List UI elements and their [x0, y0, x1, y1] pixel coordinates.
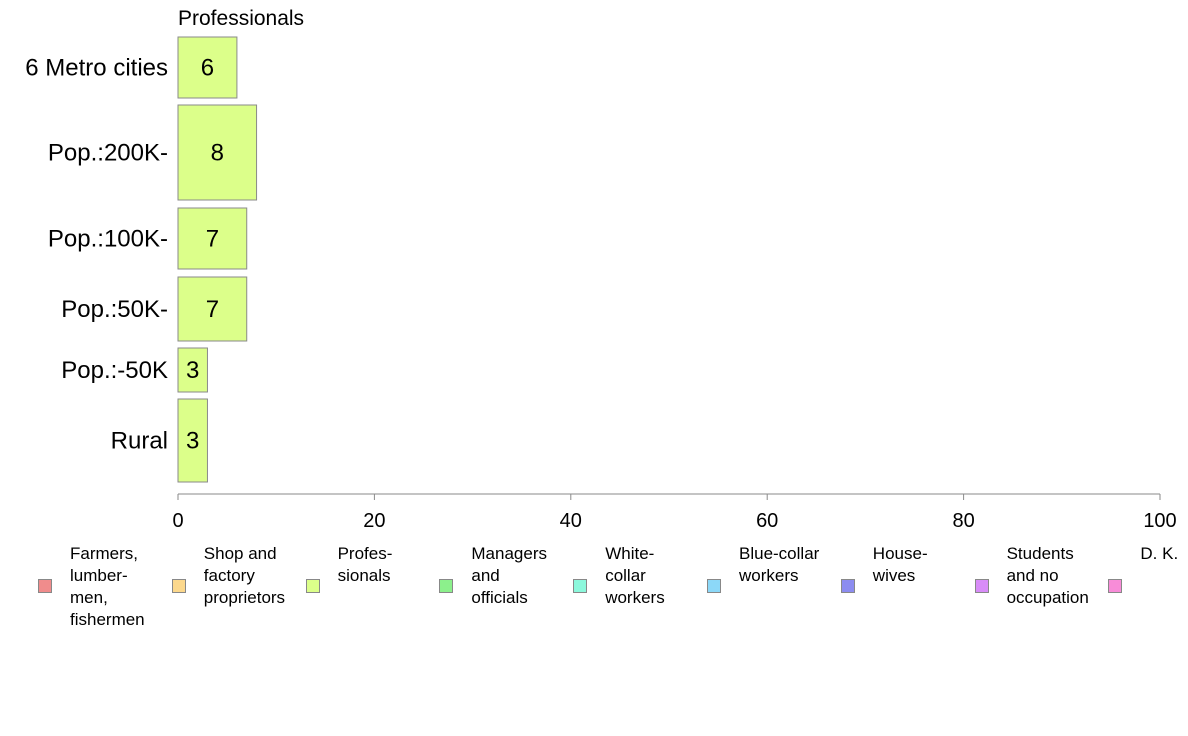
legend-item: Blue-collar workers	[707, 543, 819, 593]
x-tick-label: 20	[363, 510, 385, 532]
bar-value-label: 7	[206, 296, 219, 323]
category-label: Pop.:-50K	[61, 357, 168, 384]
legend-label: D. K.	[1140, 544, 1179, 563]
legend-item: Shop and factory proprietors	[171, 543, 286, 609]
legend-item: Farmers, lumber- men, fishermen	[38, 543, 145, 631]
legend-swatch	[707, 579, 721, 593]
legend-item: D. K.	[1108, 543, 1178, 593]
legend-item: House- wives	[840, 543, 928, 593]
bar	[177, 207, 248, 270]
bar-chart: Professionals 6 6 Metro cities 8 Pop.:200K-…	[25, 7, 1177, 532]
legend-swatch	[573, 579, 588, 593]
legend-label: Blue-collar workers	[739, 544, 820, 585]
bar	[177, 104, 258, 201]
legend-swatch	[974, 579, 989, 593]
legend-swatch	[305, 579, 320, 593]
bar-value-label: 8	[211, 140, 224, 167]
legend-swatch	[439, 579, 454, 593]
bar-value-label: 3	[186, 357, 199, 384]
bars-layer: 6 6 Metro cities 8 Pop.:200K- 7 Pop.:100K- 7 Po…	[25, 36, 258, 483]
bar	[177, 36, 238, 99]
chart-title: Professionals	[178, 7, 304, 30]
bar	[177, 276, 248, 342]
legend-label: Profes- sionals	[337, 544, 393, 585]
x-tick-label: 100	[1143, 510, 1176, 532]
legend-label: White- collar workers	[605, 544, 665, 607]
bar-value-label: 6	[201, 55, 214, 82]
bar-value-label: 7	[206, 226, 219, 253]
bar	[177, 398, 208, 483]
x-tick-label: 40	[560, 510, 582, 532]
x-tick-label: 60	[756, 510, 778, 532]
bar-value-label: 3	[186, 428, 199, 455]
legend-label: House- wives	[872, 544, 928, 585]
category-label: Pop.:50K-	[61, 296, 168, 323]
legend-item: Students and no occupation	[974, 543, 1089, 609]
legend-item: White- collar workers	[573, 543, 665, 609]
x-tick-label: 0	[172, 510, 183, 532]
legend-swatch	[840, 579, 855, 593]
bar	[177, 347, 208, 393]
legend: Farmers, lumber- men, fishermen Shop and …	[38, 543, 1188, 643]
category-label: Pop.:200K-	[48, 140, 168, 167]
x-tick-label: 80	[952, 510, 974, 532]
legend-swatch	[1108, 579, 1123, 593]
legend-item: Managers and officials	[439, 543, 547, 609]
legend-label: Managers and officials	[471, 544, 547, 607]
legend-swatch	[171, 579, 186, 593]
category-label: Pop.:100K-	[48, 226, 168, 253]
category-label: Rural	[111, 428, 168, 455]
legend-swatch	[38, 579, 52, 593]
legend-item: Profes- sionals	[305, 543, 393, 593]
legend-label: Students and no occupation	[1006, 544, 1089, 607]
category-label: 6 Metro cities	[25, 55, 168, 82]
x-axis: 0 20 40 60 80 100	[172, 493, 1177, 532]
legend-label: Shop and factory proprietors	[203, 544, 286, 607]
legend-label: Farmers, lumber- men, fishermen	[70, 544, 145, 629]
